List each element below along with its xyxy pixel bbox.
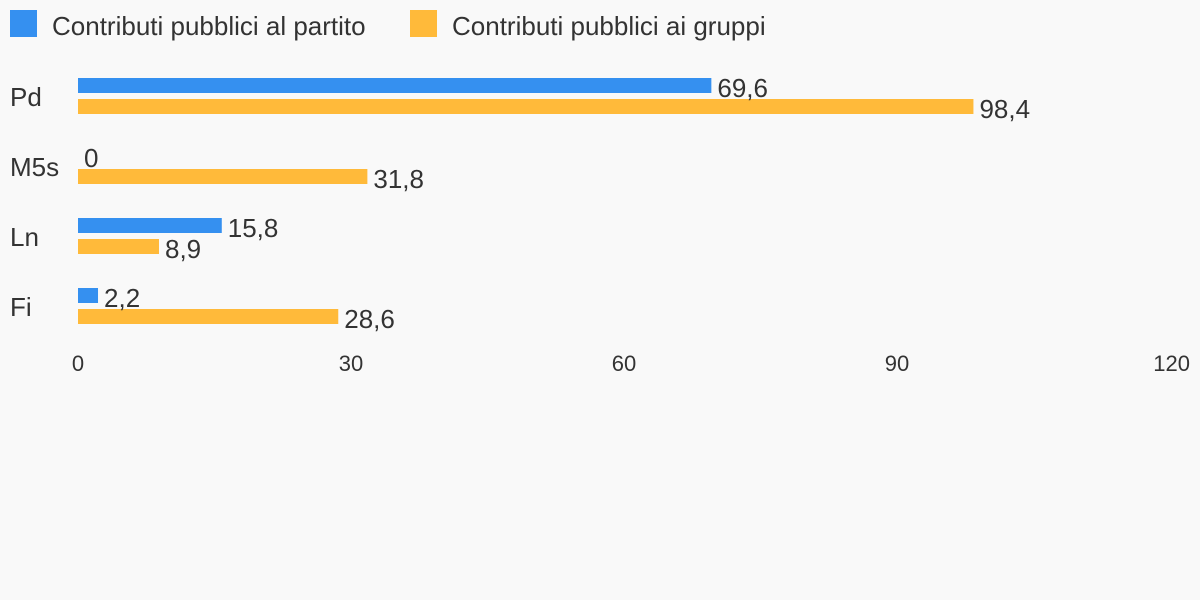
bar-pd-partito — [78, 78, 712, 93]
legend-label-gruppi: Contributi pubblici ai gruppi — [452, 11, 766, 41]
value-label-pd-partito: 69,6 — [717, 73, 768, 103]
bar-fi-partito — [78, 288, 99, 303]
category-label-fi: Fi — [10, 292, 32, 322]
value-label-m5s-partito: 0 — [84, 143, 98, 173]
bar-fi-gruppi — [78, 309, 339, 324]
x-tick-label-90: 90 — [885, 351, 909, 376]
value-label-fi-gruppi: 28,6 — [344, 304, 395, 334]
legend-label-partito: Contributi pubblici al partito — [52, 11, 366, 41]
x-axis: 0 30 60 90 120 — [72, 351, 1190, 376]
value-label-m5s-gruppi: 31,8 — [373, 164, 424, 194]
legend-swatch-gruppi — [410, 10, 437, 37]
bars — [78, 78, 974, 324]
x-tick-label-120: 120 — [1153, 351, 1190, 376]
category-labels: Pd M5s Ln Fi — [10, 82, 59, 322]
x-tick-label-60: 60 — [612, 351, 636, 376]
value-label-ln-gruppi: 8,9 — [165, 234, 201, 264]
category-label-ln: Ln — [10, 222, 39, 252]
value-label-ln-partito: 15,8 — [228, 213, 279, 243]
value-label-pd-gruppi: 98,4 — [979, 94, 1030, 124]
bar-pd-gruppi — [78, 99, 974, 114]
bar-ln-gruppi — [78, 239, 159, 254]
bar-m5s-gruppi — [78, 169, 368, 184]
value-labels: 69,6 98,4 0 31,8 15,8 8,9 2,2 28,6 — [84, 73, 1030, 334]
bar-ln-partito — [78, 218, 222, 233]
legend-swatch-partito — [10, 10, 37, 37]
legend: Contributi pubblici al partito Contributi… — [10, 10, 766, 41]
value-label-fi-partito: 2,2 — [104, 283, 140, 313]
category-label-m5s: M5s — [10, 152, 59, 182]
x-tick-label-0: 0 — [72, 351, 84, 376]
x-tick-label-30: 30 — [339, 351, 363, 376]
category-label-pd: Pd — [10, 82, 42, 112]
